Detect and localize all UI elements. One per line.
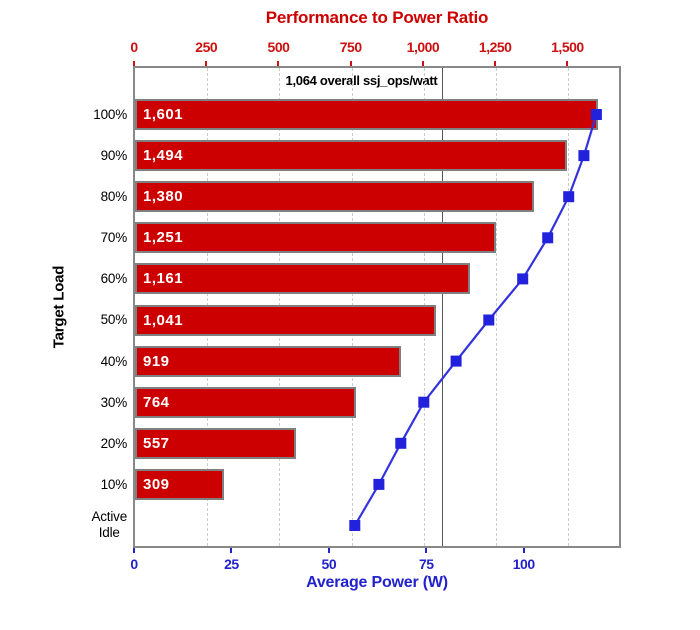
top-tick-label: 1,250 (478, 39, 512, 55)
ratio-bar: 1,161 (135, 263, 471, 295)
bar-value-label: 919 (143, 352, 170, 370)
ratio-bar: 919 (135, 345, 401, 377)
top-tick-mark (421, 61, 424, 66)
top-tick-mark (494, 61, 497, 66)
ratio-bar: 1,251 (135, 222, 497, 254)
bottom-tick-mark (522, 548, 525, 553)
target-load-label: 60% (100, 271, 128, 287)
bar-value-label: 557 (143, 434, 170, 452)
top-tick-label: 0 (130, 39, 138, 55)
ratio-bar: 309 (135, 468, 225, 500)
plot-area: 1,064 overall ssj_ops/watt 1,601 1,494 1,38… (133, 66, 621, 548)
target-load-label: 100% (93, 107, 127, 123)
top-tick-mark (349, 61, 352, 66)
target-load-label: 90% (100, 148, 128, 164)
target-load-label: 10% (100, 476, 128, 492)
power-marker (517, 273, 529, 285)
bar-value-label: 1,380 (143, 188, 184, 206)
top-tick-label: 250 (195, 39, 218, 55)
bottom-tick-label: 100 (512, 556, 535, 572)
power-marker (578, 150, 590, 162)
bottom-axis-title: Average Power (W) (306, 574, 448, 591)
top-tick-mark (133, 61, 135, 66)
ratio-bar: 764 (135, 386, 356, 418)
target-load-label: 30% (100, 394, 128, 410)
target-load-label: 70% (100, 230, 128, 246)
power-marker (542, 232, 554, 244)
top-tick-label: 500 (267, 39, 290, 55)
top-tick-label: 750 (339, 39, 362, 55)
bottom-tick-label: 25 (224, 556, 239, 572)
top-tick-mark (205, 61, 208, 66)
target-load-label-text: Active Idle (91, 508, 127, 541)
power-marker (450, 355, 462, 367)
ratio-bar: 1,380 (135, 181, 534, 213)
target-load-label: 50% (100, 312, 128, 328)
power-marker (483, 314, 495, 326)
bar-value-label: 1,041 (143, 311, 184, 329)
power-marker (395, 437, 407, 449)
ratio-bar: 1,601 (135, 99, 598, 131)
power-marker (373, 478, 385, 490)
bottom-tick-mark (425, 548, 428, 553)
top-axis-title: Performance to Power Ratio (265, 8, 489, 27)
bottom-tick-label: 75 (418, 556, 434, 572)
bar-value-label: 1,161 (143, 270, 184, 288)
target-load-label: 40% (100, 353, 128, 369)
ratio-bar: 1,494 (135, 140, 567, 172)
bar-value-label: 1,251 (143, 229, 184, 247)
top-tick-label: 1,000 (406, 39, 440, 55)
bar-value-label: 1,601 (143, 106, 184, 124)
bottom-tick-label: 0 (130, 556, 138, 572)
plot-inner: 1,064 overall ssj_ops/watt 1,601 1,494 1,38… (135, 68, 619, 546)
target-load-label: 20% (100, 435, 128, 451)
gridline (568, 68, 570, 546)
bottom-tick-mark (327, 548, 330, 553)
top-tick-mark (566, 61, 569, 66)
overall-ratio-annotation: 1,064 overall ssj_ops/watt (285, 73, 438, 88)
bar-value-label: 764 (143, 393, 170, 411)
bar-value-label: 1,494 (143, 147, 184, 165)
ratio-bar: 557 (135, 427, 296, 459)
top-tick-mark (277, 61, 280, 66)
bottom-tick-mark (133, 548, 135, 553)
bottom-tick-mark (230, 548, 233, 553)
target-load-label: 80% (100, 189, 128, 205)
target-load-label: Active Idle (0, 505, 127, 546)
bar-value-label: 309 (143, 475, 170, 493)
top-tick-label: 1,500 (551, 39, 584, 55)
bottom-tick-label: 50 (321, 556, 337, 572)
ratio-bar: 1,041 (135, 304, 436, 336)
